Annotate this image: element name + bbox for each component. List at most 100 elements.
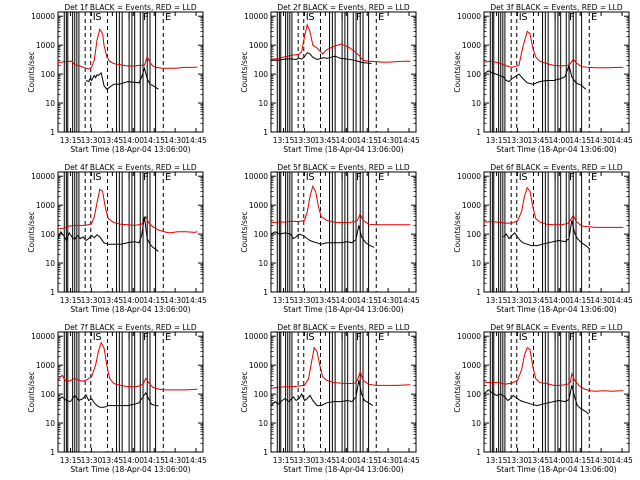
x-tick-label: 13:15 bbox=[60, 456, 82, 465]
x-axis-label: Start Time (18-Apr-04 13:06:00) bbox=[496, 305, 616, 314]
events-curve bbox=[57, 391, 159, 408]
detector-panel: 13:15 13:30 13:45 14:00 14:15 14:30 14:45 1 10 10… bbox=[426, 0, 639, 160]
y-tick-label: 1000 bbox=[462, 41, 481, 50]
x-tick-label: 14:45 bbox=[611, 296, 633, 305]
x-tick-label: 13:15 bbox=[486, 136, 508, 145]
y-tick-label: 10000 bbox=[244, 332, 268, 341]
events-curve bbox=[270, 225, 375, 248]
x-tick-label: 14:45 bbox=[398, 136, 420, 145]
x-tick-label: 14:00 bbox=[548, 296, 570, 305]
y-tick-label: 1000 bbox=[249, 361, 268, 370]
panel-title: Det 4f BLACK = Events, RED = LLD bbox=[64, 163, 197, 172]
y-tick-label: 10000 bbox=[244, 172, 268, 181]
x-tick-label: 14:45 bbox=[611, 456, 633, 465]
lightcurve-plot: 13:15 13:30 13:45 14:00 14:15 14:30 14:45 1 10 10… bbox=[240, 163, 420, 314]
y-tick-label: 100 bbox=[41, 230, 56, 239]
x-axis-label: Start Time (18-Apr-04 13:06:00) bbox=[70, 305, 190, 314]
plot-frame bbox=[483, 331, 630, 453]
x-tick-label: 13:45 bbox=[102, 296, 124, 305]
x-tick-label: 14:45 bbox=[398, 296, 420, 305]
y-tick-label: 100 bbox=[467, 390, 482, 399]
interval-letter: I bbox=[341, 332, 344, 343]
y-axis-label: Counts/sec bbox=[240, 371, 249, 412]
y-tick-label: 10 bbox=[258, 259, 268, 268]
detector-panel: 13:15 13:30 13:45 14:00 14:15 14:30 14:45 1 10 10… bbox=[426, 320, 639, 480]
y-tick-label: 1 bbox=[476, 288, 481, 297]
x-tick-label: 13:45 bbox=[102, 136, 124, 145]
interval-letter: I bbox=[306, 332, 309, 343]
plot-frame bbox=[270, 331, 417, 453]
x-tick-label: 14:00 bbox=[548, 456, 570, 465]
events-curve bbox=[483, 63, 587, 90]
y-tick-label: 1000 bbox=[249, 41, 268, 50]
y-tick-label: 10 bbox=[471, 99, 481, 108]
x-tick-label: 14:30 bbox=[377, 296, 399, 305]
interval-letter: S bbox=[95, 332, 101, 343]
x-tick-label: 13:15 bbox=[60, 136, 82, 145]
plot-frame bbox=[57, 11, 204, 133]
lightcurve-plot: 13:15 13:30 13:45 14:00 14:15 14:30 14:45 1 10 10… bbox=[453, 163, 633, 314]
x-axis-label: Start Time (18-Apr-04 13:06:00) bbox=[496, 145, 616, 154]
interval-letter: E bbox=[165, 12, 171, 23]
y-tick-label: 10000 bbox=[457, 172, 481, 181]
lld-curve bbox=[483, 186, 624, 228]
interval-letter: S bbox=[521, 172, 527, 183]
detector-panel: 13:15 13:30 13:45 14:00 14:15 14:30 14:45 1 10 10… bbox=[213, 320, 426, 480]
interval-letter: I bbox=[306, 12, 309, 23]
y-tick-label: 1 bbox=[50, 448, 55, 457]
y-tick-label: 100 bbox=[254, 230, 269, 239]
panel-title: Det 1f BLACK = Events, RED = LLD bbox=[64, 3, 197, 12]
interval-letter: I bbox=[128, 172, 131, 183]
y-tick-label: 1000 bbox=[36, 361, 55, 370]
y-tick-label: 10000 bbox=[244, 12, 268, 21]
lld-curve bbox=[57, 341, 198, 391]
interval-letter: I bbox=[93, 332, 96, 343]
panel-title: Det 3f BLACK = Events, RED = LLD bbox=[490, 3, 623, 12]
x-tick-label: 14:15 bbox=[143, 296, 165, 305]
interval-letter: E bbox=[591, 332, 597, 343]
y-axis-label: Counts/sec bbox=[453, 371, 462, 412]
panel-title: Det 2f BLACK = Events, RED = LLD bbox=[277, 3, 410, 12]
x-axis-label: Start Time (18-Apr-04 13:06:00) bbox=[70, 145, 190, 154]
x-tick-label: 13:30 bbox=[294, 456, 316, 465]
y-tick-label: 1 bbox=[50, 128, 55, 137]
y-tick-label: 100 bbox=[41, 70, 56, 79]
detector-panel: 13:15 13:30 13:45 14:00 14:15 14:30 14:45 1 10 10… bbox=[0, 160, 213, 320]
y-tick-label: 1 bbox=[263, 288, 268, 297]
interval-letter: F bbox=[143, 172, 149, 183]
y-tick-label: 1 bbox=[50, 288, 55, 297]
x-axis-label: Start Time (18-Apr-04 13:06:00) bbox=[283, 465, 403, 474]
x-axis-label: Start Time (18-Apr-04 13:06:00) bbox=[283, 305, 403, 314]
y-tick-label: 1000 bbox=[462, 201, 481, 210]
lightcurve-plot: 13:15 13:30 13:45 14:00 14:15 14:30 14:45 1 10 10… bbox=[240, 3, 420, 154]
events-curve bbox=[271, 52, 372, 65]
panel-title: Det 8f BLACK = Events, RED = LLD bbox=[277, 323, 410, 332]
x-tick-label: 14:30 bbox=[377, 456, 399, 465]
interval-letter: F bbox=[143, 12, 149, 23]
panel-title: Det 7f BLACK = Events, RED = LLD bbox=[64, 323, 197, 332]
interval-letter: F bbox=[143, 332, 149, 343]
lld-curve bbox=[270, 346, 411, 389]
x-tick-label: 13:15 bbox=[273, 456, 295, 465]
detector-panel: 13:15 13:30 13:45 14:00 14:15 14:30 14:45 1 10 10… bbox=[0, 0, 213, 160]
plot-frame bbox=[270, 11, 417, 133]
interval-letter: E bbox=[165, 172, 171, 183]
lightcurve-plot: 13:15 13:30 13:45 14:00 14:15 14:30 14:45 1 10 10… bbox=[240, 323, 420, 474]
x-tick-label: 13:15 bbox=[273, 136, 295, 145]
y-axis-label: Counts/sec bbox=[453, 211, 462, 252]
x-tick-label: 14:00 bbox=[335, 296, 357, 305]
plot-frame bbox=[57, 331, 204, 453]
x-tick-label: 14:30 bbox=[164, 296, 186, 305]
interval-letter: I bbox=[519, 172, 522, 183]
y-tick-label: 10000 bbox=[31, 332, 55, 341]
y-tick-label: 100 bbox=[41, 390, 56, 399]
y-tick-label: 10 bbox=[471, 259, 481, 268]
interval-letter: I bbox=[341, 12, 344, 23]
x-tick-label: 14:15 bbox=[569, 136, 591, 145]
interval-letter: S bbox=[308, 12, 314, 23]
lld-curve bbox=[270, 184, 411, 226]
x-tick-label: 13:45 bbox=[528, 136, 550, 145]
panel-title: Det 5f BLACK = Events, RED = LLD bbox=[277, 163, 410, 172]
events-curve bbox=[483, 385, 589, 415]
